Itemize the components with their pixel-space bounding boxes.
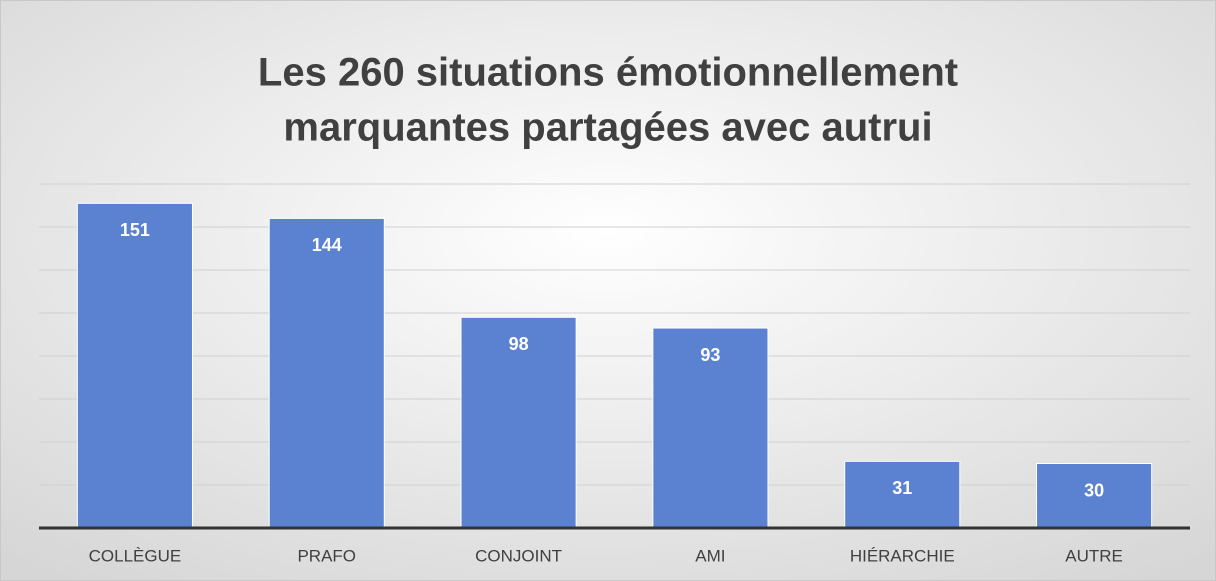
x-tick-label: HIÉRARCHIE [850, 546, 955, 565]
data-label: 93 [700, 345, 720, 365]
data-label: 144 [312, 235, 342, 255]
x-tick-label: AUTRE [1065, 546, 1123, 565]
data-label: 151 [120, 220, 150, 240]
x-tick-label: CONJOINT [475, 546, 562, 565]
x-tick-label: PRAFO [297, 546, 356, 565]
data-label: 30 [1084, 480, 1104, 500]
chart-title: Les 260 situations émotionnellement [258, 51, 958, 95]
x-tick-label: AMI [695, 546, 725, 565]
x-tick-label: COLLÈGUE [89, 546, 182, 565]
bar [268, 217, 385, 529]
data-label: 31 [892, 478, 912, 498]
data-label: 98 [509, 334, 529, 354]
bar [76, 202, 193, 529]
chart-title: marquantes partagées avec autrui [283, 106, 932, 150]
